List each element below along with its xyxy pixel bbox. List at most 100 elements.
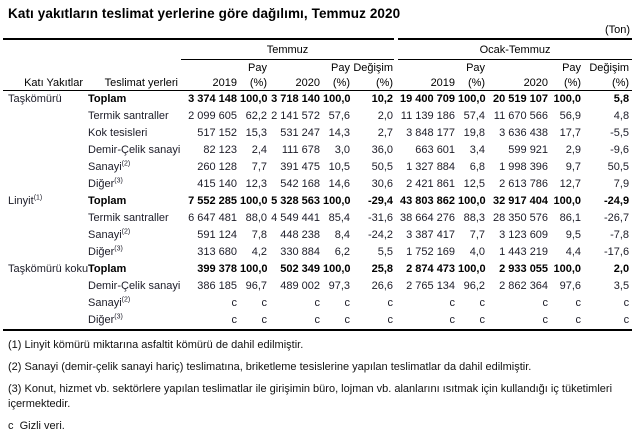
col-header-pct: (%): [323, 75, 353, 91]
sub-header-row: Pay Pay Değişim Pay Pay Değişim: [3, 60, 632, 76]
cell-temmuz-pay-2019: 4,2: [251, 246, 267, 258]
fuel-label: [3, 159, 86, 176]
cell-temmuz-pay-2020: c: [344, 314, 351, 326]
cell-ocak-pay-2020: 56,9: [559, 110, 582, 122]
footnote-ref: (2): [121, 228, 131, 236]
cell-temmuz-pay-2020: 6,2: [334, 246, 350, 258]
cell-temmuz-2019: c: [231, 314, 238, 326]
group-header-temmuz: Temmuz: [181, 39, 397, 60]
cell-temmuz-2019: 82 123: [203, 144, 237, 156]
cell-ocak-2020: 2 613 786: [499, 178, 549, 190]
fuel-label: [3, 176, 86, 193]
cell-temmuz-pay-2019: 88,0: [245, 212, 267, 224]
cell-temmuz-2020: 111 678: [281, 144, 320, 156]
cell-ocak-pay-2020: 9,7: [565, 161, 582, 173]
fuel-label: [3, 278, 86, 295]
cell-temmuz-pay-2019: 7,7: [251, 161, 267, 173]
table-row: Taşkömürü Toplam 3 374 148 100,0 3 718 1…: [3, 91, 632, 109]
cell-temmuz-degisim: 5,5: [377, 246, 394, 258]
cell-temmuz-pay-2019: 62,2: [245, 110, 267, 122]
cell-ocak-pay-2019: 7,7: [469, 229, 486, 241]
col-header-pct: (%): [353, 75, 397, 91]
cell-ocak-pay-2019: 100,0: [458, 195, 486, 207]
cell-ocak-2019: 2 421 861: [406, 178, 456, 190]
cell-temmuz-2020: 489 002: [280, 280, 320, 292]
cell-temmuz-degisim: -29,4: [367, 195, 394, 207]
cell-temmuz-pay-2020: 100,0: [323, 195, 351, 207]
cell-temmuz-2019: 313 680: [197, 246, 237, 258]
cell-ocak-2020: 599 921: [508, 144, 549, 156]
cell-ocak-2020: 2 862 364: [499, 280, 549, 292]
table-row: Diğer(3) 415 140 12,3 542 168 14,6 30,6 …: [3, 176, 632, 193]
place-label: Toplam: [88, 93, 127, 105]
cell-ocak-pay-2019: 100,0: [458, 93, 486, 105]
cell-ocak-degisim: c: [623, 314, 630, 326]
table-row: Sanayi(2) c c c c c c c c c c: [3, 295, 632, 312]
cell-temmuz-2019: 2 099 605: [188, 110, 237, 122]
table-row: Taşkömürü koku Toplam 399 378 100,0 502 …: [3, 261, 632, 278]
col-header-place: Teslimat yerleri: [86, 75, 181, 91]
cell-temmuz-2019: c: [231, 297, 238, 309]
cell-temmuz-2020: 502 349: [280, 263, 320, 275]
cell-ocak-pay-2020: c: [575, 314, 582, 326]
cell-ocak-pay-2020: 17,7: [559, 127, 582, 139]
group-header-row: Temmuz Ocak-Temmuz: [3, 39, 633, 60]
table-row: Demir-Çelik sanayi 82 123 2,4 111 678 3,…: [3, 142, 632, 159]
table-row: Diğer(3) c c c c c c c c c c: [3, 312, 632, 330]
cell-ocak-2020: 3 123 609: [499, 229, 549, 241]
cell-temmuz-pay-2019: c: [261, 314, 268, 326]
col-header-pct: (%): [584, 75, 633, 91]
footnote-ref: (1): [33, 194, 43, 202]
cell-temmuz-degisim: c: [387, 314, 394, 326]
cell-ocak-pay-2020: 12,7: [559, 178, 582, 190]
cell-temmuz-2020: 2 141 572: [271, 110, 320, 122]
cell-temmuz-2019: 386 185: [197, 280, 237, 292]
column-header-row: Katı Yakıtlar Teslimat yerleri 2019 (%) …: [3, 75, 633, 91]
footnote-ref: (2): [121, 296, 131, 304]
cell-temmuz-pay-2020: 57,6: [328, 110, 350, 122]
cell-temmuz-pay-2020: 14,3: [328, 127, 350, 139]
cell-temmuz-2019: 591 124: [197, 229, 237, 241]
cell-ocak-pay-2019: c: [479, 314, 486, 326]
cell-ocak-degisim: -5,5: [610, 127, 630, 139]
cell-ocak-pay-2020: 100,0: [553, 195, 582, 207]
cell-ocak-degisim: 5,8: [613, 93, 630, 105]
cell-temmuz-degisim: 50,5: [371, 161, 394, 173]
cell-ocak-2019: c: [449, 297, 456, 309]
cell-ocak-degisim: c: [623, 297, 630, 309]
place-label: Demir-Çelik sanayi: [88, 144, 181, 156]
cell-ocak-degisim: 4,8: [613, 110, 630, 122]
cell-temmuz-2020: 448 238: [280, 229, 320, 241]
header-spacer: [181, 60, 240, 76]
cell-ocak-degisim: 7,9: [613, 178, 630, 190]
cell-ocak-2020: 20 519 107: [492, 93, 549, 105]
place-label: Demir-Çelik sanayi: [88, 280, 181, 292]
fuel-label: Linyit(1): [8, 194, 43, 207]
data-table: Temmuz Ocak-Temmuz Pay Pay Değişim Pay P…: [3, 38, 633, 331]
col-header-fuel: Katı Yakıtlar: [3, 75, 86, 91]
header-spacer: [86, 60, 181, 76]
table-row: Sanayi(2) 591 124 7,8 448 238 8,4 -24,2 …: [3, 227, 632, 244]
cell-ocak-degisim: -17,6: [603, 246, 630, 258]
cell-ocak-degisim: -24,9: [603, 195, 630, 207]
cell-temmuz-pay-2019: 15,3: [245, 127, 267, 139]
cell-temmuz-degisim: 25,8: [371, 263, 394, 275]
cell-temmuz-2020: 3 718 140: [271, 93, 320, 105]
cell-temmuz-2020: 531 247: [280, 127, 320, 139]
cell-ocak-2019: 1 327 884: [406, 161, 456, 173]
cell-temmuz-degisim: -31,6: [367, 212, 394, 224]
place-label: Toplam: [88, 263, 127, 275]
col-header-pct: (%): [551, 75, 585, 91]
cell-ocak-pay-2019: 6,8: [469, 161, 486, 173]
cell-ocak-2020: 1 443 219: [499, 246, 549, 258]
table-row: Termik santraller 2 099 605 62,2 2 141 5…: [3, 108, 632, 125]
cell-ocak-pay-2019: 19,8: [463, 127, 486, 139]
footnote-ref: (3): [114, 177, 123, 185]
col-header-2019: 2019: [396, 75, 459, 91]
cell-ocak-2019: 2 874 473: [406, 263, 456, 275]
table-body: Taşkömürü Toplam 3 374 148 100,0 3 718 1…: [3, 91, 632, 331]
cell-temmuz-pay-2020: 8,4: [334, 229, 350, 241]
cell-temmuz-degisim: 10,2: [371, 93, 394, 105]
cell-temmuz-pay-2020: 3,0: [334, 144, 350, 156]
table-row: Termik santraller 6 647 481 88,0 4 549 4…: [3, 210, 632, 227]
